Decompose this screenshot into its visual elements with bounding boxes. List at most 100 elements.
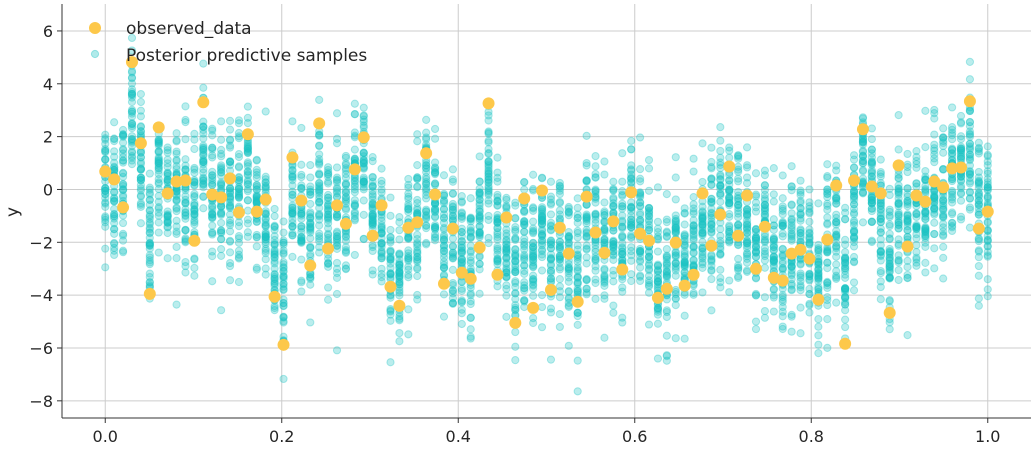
posterior-sample-point (101, 186, 110, 195)
posterior-sample-point (689, 243, 698, 252)
posterior-sample-point (832, 247, 841, 256)
posterior-sample-point (484, 136, 493, 145)
x-tick-label: 0.0 (93, 427, 118, 446)
posterior-sample-point (894, 190, 903, 199)
posterior-sample-point (885, 244, 894, 254)
posterior-sample-point (118, 181, 128, 191)
posterior-sample-point (154, 178, 163, 187)
posterior-sample-point (814, 240, 823, 250)
posterior-sample-point (118, 149, 128, 158)
y-tick-label: 2 (43, 128, 53, 147)
posterior-sample-point (439, 171, 449, 180)
posterior-sample-point (377, 164, 386, 173)
posterior-sample-point (190, 201, 199, 210)
posterior-sample-point (181, 135, 190, 144)
posterior-sample-point (225, 220, 235, 230)
observed-data-point (812, 293, 825, 306)
posterior-sample-point (199, 157, 208, 166)
posterior-sample-point (520, 297, 529, 306)
posterior-sample-point (127, 148, 137, 157)
posterior-sample-point (154, 153, 163, 162)
posterior-sample-point (422, 240, 431, 249)
posterior-sample-point (234, 134, 244, 143)
posterior-sample-point (983, 186, 992, 195)
posterior-sample-point (609, 201, 618, 211)
posterior-sample-point (618, 149, 627, 158)
posterior-sample-point (217, 178, 226, 187)
observed-data-point (553, 221, 566, 234)
posterior-sample-point (145, 241, 154, 250)
posterior-sample-point (199, 204, 208, 213)
observed-data-point (134, 137, 147, 150)
grid-lines (62, 4, 1031, 418)
posterior-sample-point (832, 274, 841, 284)
posterior-sample-point (573, 203, 582, 212)
observed-data-point (821, 233, 834, 246)
posterior-sample-point (947, 195, 957, 204)
posterior-sample-point (386, 358, 395, 367)
posterior-sample-point (217, 218, 226, 228)
posterior-sample-point (662, 218, 671, 227)
posterior-sample-point (172, 187, 181, 196)
posterior-sample-point (849, 252, 859, 262)
observed-data-point (883, 306, 896, 319)
posterior-sample-point (930, 201, 939, 210)
posterior-sample-point (101, 215, 110, 225)
posterior-sample-point (475, 230, 484, 239)
posterior-sample-point (947, 131, 957, 140)
posterior-sample-point (110, 197, 119, 206)
posterior-sample-point (288, 181, 297, 190)
posterior-sample-point (956, 215, 966, 224)
legend-marker-observed (89, 22, 101, 34)
posterior-sample-point (190, 163, 199, 173)
posterior-sample-point (208, 221, 217, 230)
posterior-sample-point (136, 97, 146, 107)
posterior-sample-point (814, 272, 823, 281)
posterior-sample-point (127, 107, 137, 116)
posterior-sample-point (199, 176, 208, 185)
posterior-sample-point (181, 225, 190, 234)
posterior-sample-point (823, 315, 832, 324)
posterior-sample-point (841, 203, 850, 212)
posterior-sample-point (359, 177, 368, 186)
posterior-sample-point (145, 269, 154, 278)
posterior-sample-point (386, 270, 395, 279)
posterior-sample-point (136, 192, 146, 201)
x-axis-ticks: 0.0 0.2 0.4 0.6 0.8 1.0 (93, 418, 1000, 446)
posterior-sample-point (734, 273, 743, 282)
posterior-sample-point (163, 159, 172, 168)
posterior-sample-point (190, 144, 199, 154)
posterior-sample-point (921, 258, 930, 267)
posterior-sample-point (484, 175, 493, 184)
posterior-sample-point (404, 256, 413, 265)
posterior-sample-point (243, 148, 252, 157)
posterior-sample-point (823, 258, 832, 267)
posterior-sample-point (698, 139, 707, 148)
posterior-sample-point (921, 268, 930, 277)
posterior-sample-point (413, 174, 422, 183)
posterior-sample-point (457, 228, 466, 237)
posterior-sample-point (154, 141, 163, 150)
posterior-sample-point (154, 208, 163, 217)
posterior-sample-point (956, 118, 966, 127)
observed-data-point (776, 274, 789, 287)
posterior-sample-point (653, 224, 663, 233)
posterior-sample-point (154, 159, 163, 168)
posterior-sample-point (208, 205, 217, 214)
posterior-sample-point (199, 192, 208, 202)
posterior-sample-point (974, 167, 983, 177)
posterior-sample-point (217, 145, 226, 155)
posterior-sample-point (689, 209, 698, 218)
observed-data-point (179, 174, 192, 187)
posterior-sample-point (145, 206, 154, 215)
posterior-sample-point (110, 187, 119, 196)
posterior-sample-point (136, 200, 146, 209)
posterior-sample-point (609, 185, 618, 195)
observed-data-point (856, 123, 869, 136)
posterior-sample-point (199, 117, 208, 126)
posterior-sample-point (653, 232, 663, 241)
posterior-sample-point (199, 143, 208, 152)
posterior-sample-point (110, 238, 119, 248)
posterior-sample-point (484, 199, 493, 208)
posterior-sample-point (930, 114, 939, 123)
